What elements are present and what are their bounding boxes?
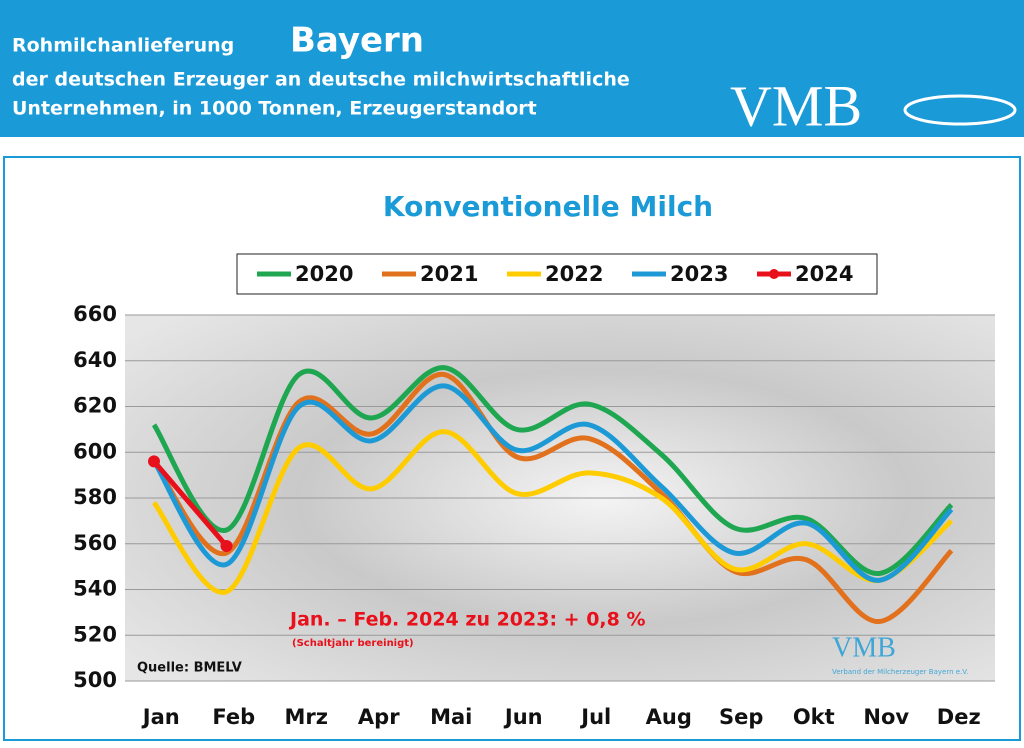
x-tick-label: Sep bbox=[719, 705, 763, 729]
legend-label: 2021 bbox=[420, 262, 478, 286]
logo: VMB bbox=[730, 73, 862, 138]
point bbox=[148, 455, 160, 468]
point bbox=[220, 540, 233, 553]
x-tick-label: Mai bbox=[430, 705, 472, 729]
legend-marker bbox=[769, 269, 779, 279]
header-region: Bayern bbox=[290, 21, 424, 61]
header-line: der deutschen Erzeuger an deutsche milch… bbox=[12, 69, 630, 91]
series-line bbox=[152, 459, 229, 548]
series-line bbox=[151, 365, 954, 576]
legend-label: 2020 bbox=[295, 262, 353, 286]
x-tick-label: Apr bbox=[358, 705, 400, 729]
series-line bbox=[151, 383, 954, 583]
x-tick-label: Aug bbox=[646, 705, 692, 729]
y-tick-label: 600 bbox=[73, 439, 117, 463]
legend-label: 2023 bbox=[670, 262, 728, 286]
header-title: Rohmilchanlieferung bbox=[12, 35, 234, 57]
x-tick-label: Jul bbox=[579, 705, 611, 729]
watermark: VMB bbox=[832, 632, 896, 663]
y-tick-label: 660 bbox=[73, 302, 117, 326]
series-line bbox=[151, 429, 954, 595]
lines bbox=[148, 365, 954, 625]
x-tick-label: Jun bbox=[503, 705, 543, 729]
header-line: Unternehmen, in 1000 Tonnen, Erzeugersta… bbox=[12, 98, 537, 120]
watermark-note: Verband der Milcherzeuger Bayern e.V. bbox=[832, 668, 968, 676]
x-tick-label: Jan bbox=[141, 705, 180, 729]
y-tick-label: 640 bbox=[73, 348, 117, 372]
header-banner bbox=[0, 0, 1024, 137]
x-tick-label: Dez bbox=[937, 705, 981, 729]
x-tick-label: Nov bbox=[863, 705, 909, 729]
legend-label: 2024 bbox=[795, 262, 853, 286]
logo-swirl bbox=[903, 94, 1017, 126]
y-tick-label: 540 bbox=[73, 577, 117, 601]
chart-title: Konventionelle Milch bbox=[383, 190, 713, 223]
y-tick-label: 580 bbox=[73, 485, 117, 509]
x-tick-label: Mrz bbox=[285, 705, 328, 729]
y-tick-label: 620 bbox=[73, 394, 117, 418]
source: Quelle: BMELV bbox=[137, 661, 242, 676]
x-tick-label: Feb bbox=[212, 705, 255, 729]
y-tick-label: 500 bbox=[73, 668, 117, 692]
y-tick-label: 560 bbox=[73, 531, 117, 555]
y-tick-label: 520 bbox=[73, 622, 117, 646]
annotation: Jan. – Feb. 2024 zu 2023: + 0,8 % bbox=[288, 609, 646, 631]
annotation-note: (Schaltjahr bereinigt) bbox=[292, 638, 414, 649]
x-tick-label: Okt bbox=[793, 705, 835, 729]
legend-label: 2022 bbox=[545, 262, 603, 286]
